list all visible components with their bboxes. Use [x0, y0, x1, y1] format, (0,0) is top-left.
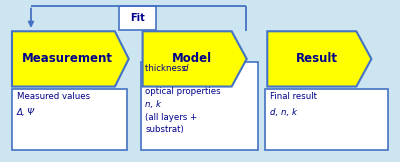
Text: (all layers +: (all layers +	[145, 113, 198, 122]
Text: Measured values: Measured values	[17, 92, 93, 101]
FancyBboxPatch shape	[12, 89, 127, 150]
Text: Measurement: Measurement	[22, 52, 113, 65]
Text: d, n, k: d, n, k	[270, 108, 297, 117]
Text: n, k: n, k	[145, 100, 161, 109]
Text: Δ, Ψ: Δ, Ψ	[17, 108, 35, 117]
FancyBboxPatch shape	[142, 62, 258, 150]
Text: Model: Model	[172, 52, 212, 65]
Polygon shape	[143, 31, 247, 87]
Text: substrat): substrat)	[145, 125, 184, 134]
Text: Final result: Final result	[270, 92, 320, 101]
Text: thickness: thickness	[145, 64, 189, 73]
Text: d: d	[183, 64, 188, 73]
Text: Result: Result	[296, 52, 338, 65]
Text: Fit: Fit	[130, 13, 145, 23]
Text: optical properties: optical properties	[145, 87, 221, 96]
Polygon shape	[12, 31, 129, 87]
FancyBboxPatch shape	[119, 6, 156, 30]
FancyBboxPatch shape	[265, 89, 388, 150]
Polygon shape	[267, 31, 371, 87]
